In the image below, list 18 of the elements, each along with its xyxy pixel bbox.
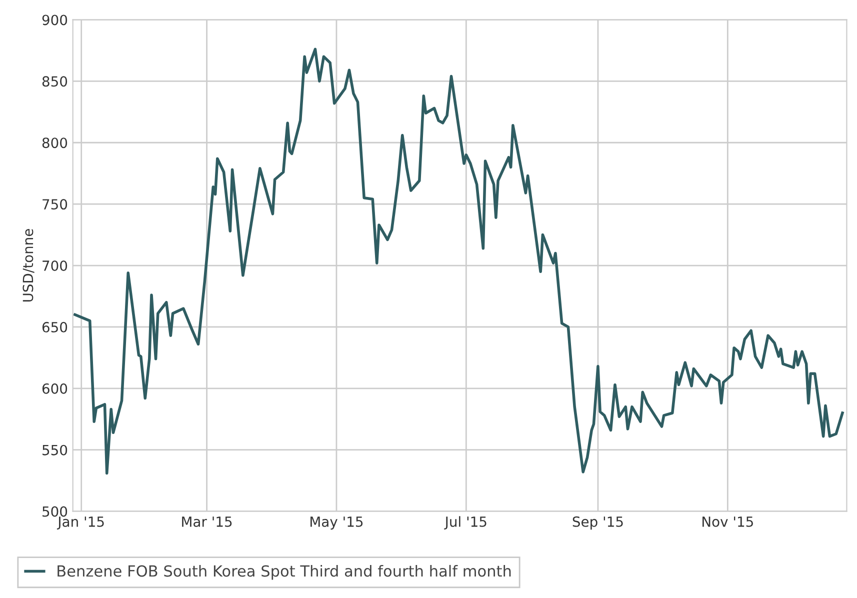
y-tick-label: 800 (42, 138, 68, 148)
y-tick-label: 600 (42, 383, 68, 394)
x-tick-label: Jan '15 (56, 516, 104, 530)
x-tick-label: Nov '15 (702, 516, 753, 527)
x-tick-label: May '15 (310, 516, 363, 530)
y-tick-label: 550 (42, 444, 68, 456)
y-tick-label: 750 (42, 199, 68, 210)
y-axis-title: USD/tonne (22, 229, 34, 302)
x-tick-label: Mar '15 (182, 516, 232, 527)
y-tick-label: 900 (42, 14, 68, 26)
line-series (74, 48, 844, 475)
y-tick-label: 700 (42, 260, 68, 271)
y-tick-label: 650 (42, 322, 68, 332)
y-tick-label: 850 (42, 76, 68, 87)
y-tick-label: 500 (42, 506, 68, 517)
x-tick-label: Sep '15 (572, 516, 623, 530)
legend-label: Benzene FOB South Korea Spot Third and fourth half month (58, 564, 511, 580)
x-tick-label: Jul '15 (444, 516, 486, 530)
